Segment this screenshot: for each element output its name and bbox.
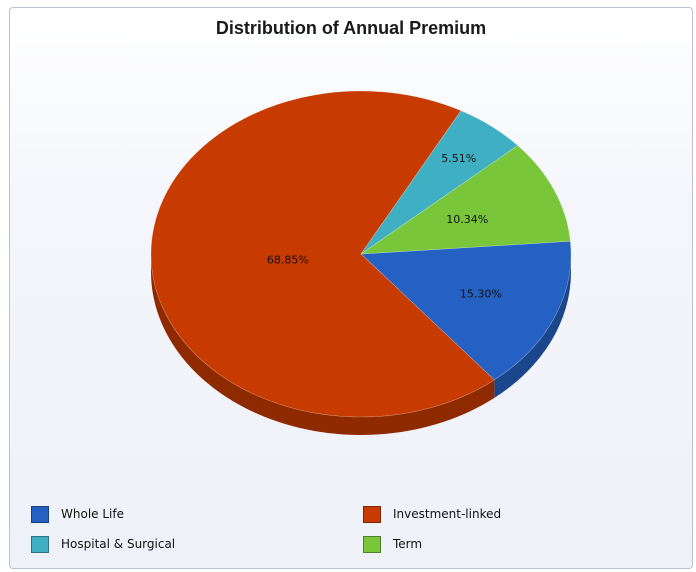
chart-panel: Distribution of Annual Premium 15.30% 68.…	[9, 7, 693, 569]
legend-label-term: Term	[393, 537, 423, 551]
pie-depth-investment-linked	[151, 254, 495, 436]
legend-swatch-term	[363, 535, 381, 553]
pie-slice-term[interactable]	[359, 145, 571, 255]
pie-label-whole-life: 15.30%	[460, 288, 502, 301]
pie-label-term: 10.34%	[446, 213, 488, 226]
legend-swatch-whole-life	[31, 505, 49, 523]
legend-item-term: Term	[363, 534, 422, 554]
chart-title: Distribution of Annual Premium	[215, 18, 487, 38]
pie-depth	[151, 254, 571, 436]
legend-swatch-investment-linked	[363, 505, 381, 523]
pie-chart: 15.30% 68.85% 5.51% 10.34%	[150, 90, 572, 436]
pie-slice-whole-life[interactable]	[360, 240, 572, 381]
legend-label-hospital-surgical: Hospital & Surgical	[61, 537, 176, 551]
pie-slice-investment-linked[interactable]	[150, 90, 495, 418]
pie-slice-hospital-surgical[interactable]	[360, 110, 519, 255]
pie-depth-whole-life	[494, 254, 571, 398]
legend-label-whole-life: Whole Life	[61, 507, 124, 521]
pie-labels: 15.30% 68.85% 5.51% 10.34%	[267, 152, 502, 300]
legend-item-hospital-surgical: Hospital & Surgical	[31, 534, 175, 554]
legend-item-investment-linked: Investment-linked	[363, 504, 501, 524]
pie-label-investment-linked: 68.85%	[267, 253, 309, 266]
legend-swatch-hospital-surgical	[31, 535, 49, 553]
legend-item-whole-life: Whole Life	[31, 504, 124, 524]
pie-label-hospital-surgical: 5.51%	[441, 152, 476, 165]
pie-slices	[150, 90, 572, 418]
legend-label-investment-linked: Investment-linked	[393, 507, 502, 521]
